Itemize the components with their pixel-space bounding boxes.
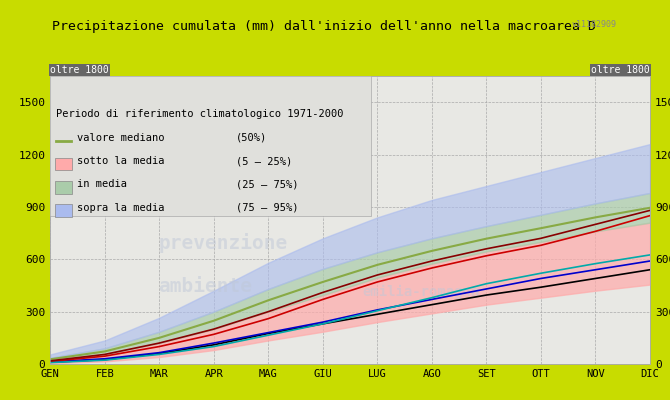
Legend: –2011, –2007, –2008, –2009, –2010: –2011, –2007, –2008, –2009, –2010 (56, 85, 334, 103)
Text: valore mediano: valore mediano (77, 133, 165, 143)
Text: regionale: regionale (158, 190, 264, 210)
Text: sotto la media: sotto la media (77, 156, 165, 166)
FancyBboxPatch shape (48, 70, 371, 216)
Text: v11182909: v11182909 (572, 20, 616, 29)
FancyBboxPatch shape (55, 181, 72, 194)
Text: in media: in media (77, 180, 127, 190)
Text: Periodo di riferimento climatologico 1971-2000: Periodo di riferimento climatologico 197… (56, 109, 344, 119)
Text: (25 – 75%): (25 – 75%) (236, 180, 299, 190)
Text: oltre 1800: oltre 1800 (591, 65, 650, 75)
FancyBboxPatch shape (55, 158, 72, 170)
Text: (75 – 95%): (75 – 95%) (236, 203, 299, 213)
Text: prevenzione: prevenzione (158, 233, 287, 253)
FancyBboxPatch shape (55, 204, 72, 217)
Text: ambiente: ambiente (158, 277, 252, 296)
Text: (50%): (50%) (236, 133, 267, 143)
Text: oltre 1800: oltre 1800 (50, 65, 109, 75)
Text: agenzia: agenzia (158, 147, 241, 167)
Text: (5 – 25%): (5 – 25%) (236, 156, 292, 166)
Text: sopra la media: sopra la media (77, 203, 165, 213)
Text: Precipitazione cumulata (mm) dall'inizio dell'anno nella macroarea D: Precipitazione cumulata (mm) dall'inizio… (52, 20, 596, 33)
Text: emilia-romagna: emilia-romagna (362, 285, 479, 299)
